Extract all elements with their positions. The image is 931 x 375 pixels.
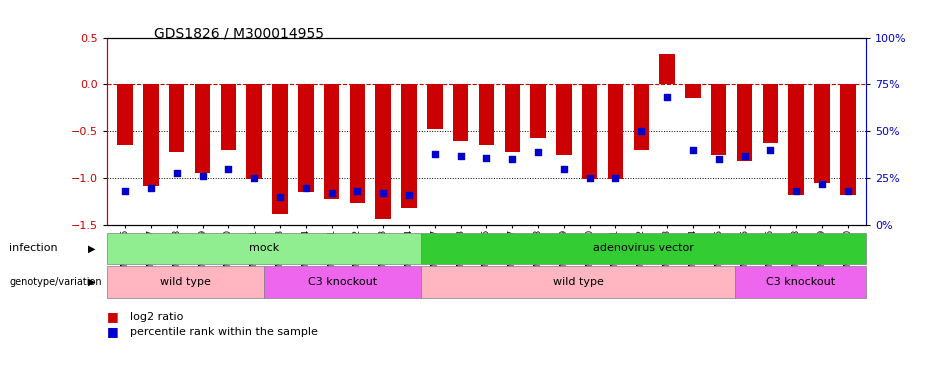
Bar [711,84,726,155]
Bar [421,232,866,264]
Point [247,175,262,181]
Point [169,170,184,176]
Text: ▶: ▶ [88,277,96,287]
Point [815,181,830,187]
Point [582,175,597,181]
Text: wild type: wild type [160,277,211,287]
Text: genotype/variation: genotype/variation [9,277,101,287]
Point [762,147,777,153]
Point [273,194,288,200]
Bar [247,84,262,179]
Point [298,184,313,190]
Point [453,153,468,159]
Bar [556,84,572,155]
Text: C3 knockout: C3 knockout [308,277,377,287]
Bar [375,84,391,219]
Point [479,154,493,160]
Bar [195,84,210,174]
Point [531,149,546,155]
Bar [264,266,421,298]
Bar [659,54,675,84]
Point [117,188,132,194]
Bar [736,84,752,161]
Point [427,151,442,157]
Point [143,184,158,190]
Text: percentile rank within the sample: percentile rank within the sample [130,327,318,337]
Bar [685,84,701,99]
Point [376,190,391,196]
Bar [531,84,546,138]
Point [841,188,856,194]
Bar [298,84,314,192]
Text: ■: ■ [107,326,119,338]
Point [505,156,519,162]
Bar [505,84,520,152]
Text: mock: mock [249,243,279,254]
Text: log2 ratio: log2 ratio [130,312,183,322]
Text: GDS1826 / M300014955: GDS1826 / M300014955 [154,26,324,40]
Bar [272,84,288,214]
Bar [117,84,133,146]
Point [660,94,675,100]
Bar [324,84,339,199]
Bar [735,266,866,298]
Point [196,173,210,179]
Bar [634,84,649,150]
Point [789,188,803,194]
Text: wild type: wild type [553,277,603,287]
Point [324,190,339,196]
Bar [582,84,598,179]
Point [737,153,752,159]
Point [350,188,365,194]
Text: adenovirus vector: adenovirus vector [593,243,694,254]
Point [401,192,416,198]
Point [221,166,236,172]
Text: ■: ■ [107,310,119,323]
Bar [815,84,830,183]
Bar [452,84,468,141]
Bar [479,84,494,146]
Bar [107,266,264,298]
Bar [401,84,417,208]
Bar [169,84,184,152]
Bar [840,84,856,195]
Text: infection: infection [9,243,58,254]
Bar [427,84,442,129]
Point [557,166,572,172]
Point [634,128,649,134]
Point [711,156,726,162]
Text: ▶: ▶ [88,243,96,254]
Bar [762,84,778,142]
Point [608,175,623,181]
Text: C3 knockout: C3 knockout [766,277,835,287]
Bar [350,84,365,204]
Bar [107,232,421,264]
Bar [789,84,803,195]
Bar [221,84,236,150]
Bar [143,84,158,186]
Point [685,147,700,153]
Bar [421,266,735,298]
Bar [608,84,623,179]
